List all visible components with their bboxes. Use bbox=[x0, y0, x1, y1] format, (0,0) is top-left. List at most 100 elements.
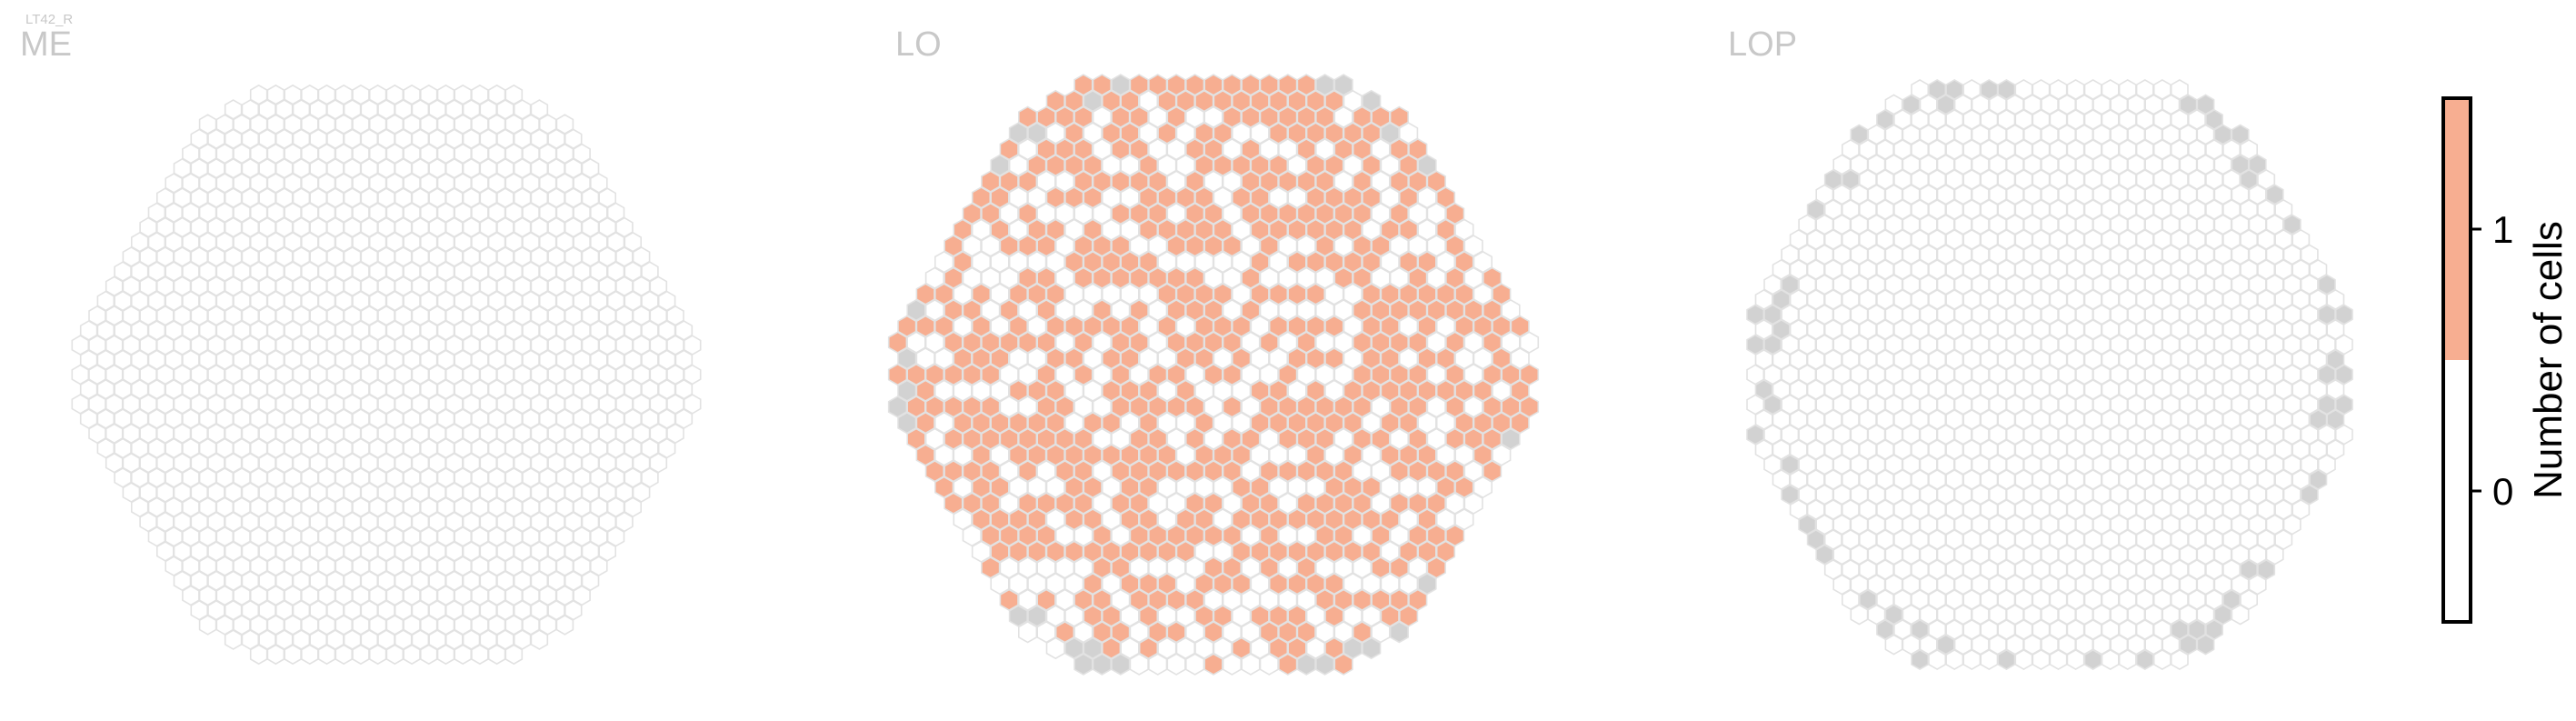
hex-column-value-0 bbox=[1501, 298, 1521, 322]
hex-column-value-1 bbox=[1222, 524, 1242, 547]
hex-column-value-1 bbox=[1073, 137, 1093, 161]
hex-grid-me bbox=[71, 84, 702, 666]
hex-column-value-0 bbox=[1463, 396, 1483, 418]
hex-column-value-0 bbox=[1315, 363, 1335, 386]
hex-column-value-1 bbox=[1268, 540, 1289, 563]
hex-column-value-1 bbox=[1120, 379, 1140, 402]
hex-column-value-1 bbox=[1362, 508, 1382, 531]
hex-column-value-1 bbox=[1315, 105, 1335, 129]
hex-column-value-0 bbox=[1120, 218, 1140, 241]
hex-column-value-1 bbox=[1268, 636, 1289, 660]
hex-column-value-1 bbox=[1268, 154, 1289, 177]
hex-column-value-0 bbox=[1027, 476, 1047, 499]
hex-column-value-1 bbox=[1222, 396, 1242, 418]
hex-column-value-1 bbox=[1222, 331, 1242, 354]
colorbar: 1 0 Number of cells bbox=[2441, 96, 2571, 624]
hex-column-value-1 bbox=[1166, 105, 1186, 129]
hex-column-value-1 bbox=[1445, 202, 1465, 225]
hex-column-value-1 bbox=[1166, 620, 1186, 644]
hex-column-value-1 bbox=[1519, 396, 1540, 418]
hex-column-value-0 bbox=[1417, 218, 1437, 241]
hex-column-value-1 bbox=[1027, 154, 1047, 177]
hex-column-value-1 bbox=[1417, 283, 1437, 305]
hex-column-value-1 bbox=[1362, 315, 1382, 338]
hex-column-value-0 bbox=[1510, 347, 1530, 370]
hex-column-value-1 bbox=[1120, 250, 1140, 274]
hex-column-value-0 bbox=[1166, 653, 1186, 676]
hex-column-value-0 bbox=[1463, 459, 1483, 483]
hex-column-value-1 bbox=[1362, 154, 1382, 177]
hex-column-absent bbox=[897, 347, 917, 370]
hex-column-value-1 bbox=[1315, 588, 1335, 612]
hex-column-value-1 bbox=[1120, 572, 1140, 596]
hex-column-value-0 bbox=[1222, 653, 1242, 676]
hex-column-value-0 bbox=[971, 250, 992, 274]
hex-column-value-1 bbox=[1027, 540, 1047, 563]
hex-column-value-1 bbox=[924, 363, 944, 386]
colorbar-segment-0 bbox=[2443, 360, 2471, 622]
hex-column-value-1 bbox=[1315, 235, 1335, 257]
hex-column-value-1 bbox=[1483, 266, 1503, 290]
hex-column-value-1 bbox=[1222, 363, 1242, 386]
hex-column-value-0 bbox=[1120, 411, 1140, 435]
hex-column-absent bbox=[1073, 653, 1093, 676]
hex-column-value-1 bbox=[1417, 379, 1437, 402]
hex-column-value-1 bbox=[1315, 170, 1335, 193]
hex-column-value-0 bbox=[971, 379, 992, 402]
hex-column-value-1 bbox=[1408, 137, 1428, 161]
hex-column-value-0 bbox=[1315, 331, 1335, 354]
hex-column-value-0 bbox=[1166, 170, 1186, 193]
hex-column-value-1 bbox=[1166, 331, 1186, 354]
hex-column-value-1 bbox=[1426, 170, 1446, 193]
hex-column-value-1 bbox=[1268, 572, 1289, 596]
hex-column-value-1 bbox=[1222, 556, 1242, 579]
hex-column-value-0 bbox=[1315, 556, 1335, 579]
hex-column-value-0 bbox=[683, 364, 702, 386]
hex-column-value-1 bbox=[1120, 540, 1140, 563]
hex-column-value-0 bbox=[1027, 250, 1047, 274]
hex-column-value-1 bbox=[1073, 363, 1093, 386]
hex-column-value-0 bbox=[1315, 266, 1335, 290]
hex-column-value-1 bbox=[1417, 347, 1437, 370]
hex-column-value-0 bbox=[683, 335, 702, 355]
hex-column-value-1 bbox=[1073, 588, 1093, 612]
hex-column-value-1 bbox=[1445, 524, 1465, 547]
hex-column-value-0 bbox=[1120, 186, 1140, 209]
hex-column-value-0 bbox=[1073, 298, 1093, 322]
hex-column-value-1 bbox=[1315, 524, 1335, 547]
hex-column-value-1 bbox=[1362, 476, 1382, 499]
hex-column-value-0 bbox=[1362, 411, 1382, 435]
hex-column-absent bbox=[1417, 572, 1437, 596]
hex-column-value-1 bbox=[1362, 540, 1382, 563]
hex-column-value-1 bbox=[971, 411, 992, 435]
hex-column-value-1 bbox=[1166, 266, 1186, 290]
hex-column-value-0 bbox=[1492, 444, 1512, 466]
hex-column-value-1 bbox=[924, 396, 944, 418]
hex-column-value-0 bbox=[1120, 283, 1140, 305]
panel-title-lop: LOP bbox=[1728, 25, 1797, 64]
hex-column-absent bbox=[1501, 427, 1521, 451]
hex-column-value-1 bbox=[1268, 411, 1289, 435]
hex-column-absent bbox=[1315, 653, 1335, 676]
hex-column-value-1 bbox=[1417, 315, 1437, 338]
hex-column-value-0 bbox=[1362, 218, 1382, 241]
hex-column-value-0 bbox=[1268, 250, 1289, 274]
hex-column-absent bbox=[2334, 364, 2353, 386]
hex-column-value-1 bbox=[1120, 315, 1140, 338]
panel-me: ME bbox=[20, 25, 702, 666]
hex-column-value-1 bbox=[1120, 122, 1140, 145]
hex-column-value-0 bbox=[1073, 524, 1093, 547]
hex-column-value-1 bbox=[971, 186, 992, 209]
hex-column-value-0 bbox=[1073, 396, 1093, 418]
hex-column-value-1 bbox=[1222, 105, 1242, 129]
hex-column-value-0 bbox=[1027, 186, 1047, 209]
hex-column-value-1 bbox=[1417, 250, 1437, 274]
hex-grid-lo bbox=[887, 74, 1540, 676]
panel-title-me: ME bbox=[20, 25, 72, 64]
hex-column-value-0 bbox=[2334, 424, 2353, 446]
hex-column-value-1 bbox=[1166, 588, 1186, 612]
hex-column-value-0 bbox=[1222, 492, 1242, 515]
hex-column-value-0 bbox=[971, 540, 992, 563]
colorbar-segment-1 bbox=[2443, 98, 2471, 360]
